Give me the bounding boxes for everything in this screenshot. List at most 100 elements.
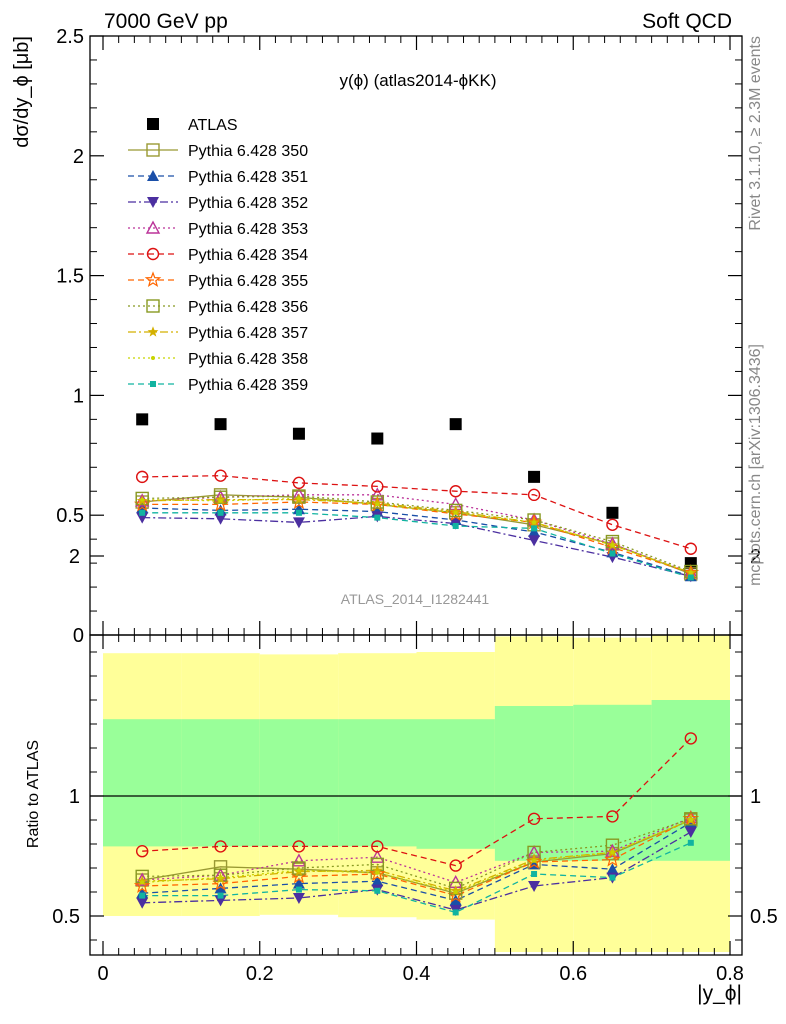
main-point-pythia-6-428-359 xyxy=(609,550,616,557)
ratio-y-tick-label-right: 2 xyxy=(750,546,761,568)
main-line-pythia-6-428-352 xyxy=(142,515,691,577)
ratio-point-pythia-6-428-358 xyxy=(688,818,693,822)
ratio-point-pythia-6-428-351 xyxy=(292,877,305,889)
main-y-tick-label: 1 xyxy=(73,385,84,407)
x-tick-label: 0 xyxy=(97,963,108,985)
main-point-atlas xyxy=(528,470,541,483)
statistical-uncertainty-band-bin-0 xyxy=(103,719,182,847)
ratio-point-pythia-6-428-359 xyxy=(687,839,694,846)
main-point-pythia-6-428-356 xyxy=(605,534,620,549)
header-left-text: 7000 GeV pp xyxy=(104,10,228,33)
legend-marker-atlas xyxy=(147,118,159,130)
main-point-pythia-6-428-355 xyxy=(290,493,308,510)
main-point-pythia-6-428-354 xyxy=(135,470,149,484)
main-point-pythia-6-428-358 xyxy=(532,520,537,525)
main-point-pythia-6-428-354 xyxy=(527,488,541,502)
legend-label-pythia-6-428-358: Pythia 6.428 358 xyxy=(188,351,308,368)
header-right-text: Soft QCD xyxy=(642,10,732,33)
ratio-y-tick-label: 0.5 xyxy=(52,906,80,928)
main-point-pythia-6-428-356 xyxy=(135,491,149,506)
main-point-pythia-6-428-358 xyxy=(610,543,615,548)
main-point-pythia-6-428-355 xyxy=(212,495,229,512)
ratio-point-pythia-6-428-359 xyxy=(609,874,616,881)
ratio-point-pythia-6-428-354 xyxy=(606,810,619,823)
ratio-point-pythia-6-428-351 xyxy=(449,894,462,906)
legend-label-atlas: ATLAS xyxy=(188,117,238,134)
main-point-pythia-6-428-351 xyxy=(528,525,541,537)
ratio-point-pythia-6-428-358 xyxy=(610,850,615,855)
legend-label-pythia-6-428-353: Pythia 6.428 353 xyxy=(188,221,308,238)
ratio-point-pythia-6-428-351 xyxy=(214,882,227,894)
main-point-pythia-6-428-354 xyxy=(606,518,619,531)
ratio-point-pythia-6-428-351 xyxy=(606,863,619,875)
legend-label-pythia-6-428-351: Pythia 6.428 351 xyxy=(188,169,308,186)
ratio-y-axis-label: Ratio to ATLAS xyxy=(25,740,42,848)
ratio-point-pythia-6-428-358 xyxy=(140,880,145,885)
legend-label-pythia-6-428-354: Pythia 6.428 354 xyxy=(188,247,308,264)
main-point-pythia-6-428-358 xyxy=(453,510,458,515)
main-point-pythia-6-428-358 xyxy=(688,570,693,575)
legend-marker-pythia-6-428-351 xyxy=(147,170,159,181)
ratio-point-pythia-6-428-359 xyxy=(374,887,381,894)
main-point-pythia-6-428-359 xyxy=(139,509,146,516)
ratio-point-pythia-6-428-354 xyxy=(449,859,462,872)
statistical-uncertainty-band-bin-6 xyxy=(573,704,652,861)
ratio-point-pythia-6-428-359 xyxy=(531,871,538,877)
main-line-pythia-6-428-353 xyxy=(142,494,692,574)
ratio-point-pythia-6-428-355 xyxy=(447,886,464,903)
x-tick-label: 0.6 xyxy=(559,963,587,985)
ratio-point-pythia-6-428-350 xyxy=(213,860,228,874)
ratio-uncertainty-bands xyxy=(103,635,730,952)
main-point-pythia-6-428-356 xyxy=(370,495,385,509)
main-point-pythia-6-428-358 xyxy=(140,497,145,502)
main-point-atlas xyxy=(214,418,227,431)
main-point-pythia-6-428-352 xyxy=(214,513,227,525)
main-point-pythia-6-428-359 xyxy=(374,514,381,521)
legend-marker-pythia-6-428-359 xyxy=(150,381,156,387)
main-point-pythia-6-428-358 xyxy=(218,498,223,503)
legend-marker-pythia-6-428-353 xyxy=(145,220,161,234)
ratio-point-pythia-6-428-356 xyxy=(448,881,463,896)
ratio-point-pythia-6-428-355 xyxy=(525,853,543,870)
ratio-line-pythia-6-428-354 xyxy=(142,737,692,867)
ratio-point-pythia-6-428-352 xyxy=(292,893,305,904)
main-point-pythia-6-428-358 xyxy=(375,502,380,507)
ratio-point-pythia-6-428-359 xyxy=(452,909,459,916)
ratio-point-pythia-6-428-352 xyxy=(136,897,149,909)
ratio-point-pythia-6-428-354 xyxy=(292,840,306,853)
ratio-point-pythia-6-428-358 xyxy=(375,870,380,875)
series-lines xyxy=(142,475,692,914)
main-point-pythia-6-428-352 xyxy=(528,535,541,547)
main-point-pythia-6-428-359 xyxy=(295,509,302,516)
legend-marker-pythia-6-428-356 xyxy=(146,299,160,313)
ratio-point-pythia-6-428-358 xyxy=(453,890,458,894)
ratio-point-pythia-6-428-358 xyxy=(296,868,301,873)
main-point-pythia-6-428-354 xyxy=(292,476,306,490)
main-point-pythia-6-428-359 xyxy=(531,525,538,532)
x-axis-label: |y_ϕ| xyxy=(697,982,742,1005)
main-point-pythia-6-428-358 xyxy=(296,496,301,501)
main-point-pythia-6-428-355 xyxy=(133,495,151,512)
main-point-pythia-6-428-354 xyxy=(214,469,227,482)
main-line-pythia-6-428-354 xyxy=(142,475,691,550)
main-point-pythia-6-428-354 xyxy=(371,480,384,493)
legend-label-pythia-6-428-357: Pythia 6.428 357 xyxy=(188,325,308,342)
ratio-line-pythia-6-428-356 xyxy=(142,818,692,890)
main-y-tick-label: 1.5 xyxy=(56,266,84,288)
legend-label-pythia-6-428-355: Pythia 6.428 355 xyxy=(188,273,308,290)
main-point-pythia-6-428-359 xyxy=(687,574,694,581)
main-point-pythia-6-428-352 xyxy=(292,517,305,529)
legend-marker-pythia-6-428-357 xyxy=(147,326,159,337)
rivet-version-label: Rivet 3.1.10, ≥ 2.3M events xyxy=(747,36,764,231)
ratio-line-pythia-6-428-358 xyxy=(142,819,692,893)
main-y-tick-label: 2 xyxy=(73,146,84,168)
ratio-point-pythia-6-428-354 xyxy=(135,845,149,858)
legend-marker-pythia-6-428-355 xyxy=(144,271,162,288)
ratio-point-pythia-6-428-356 xyxy=(684,812,698,826)
ratio-line-pythia-6-428-359 xyxy=(142,842,692,914)
legend-marker-pythia-6-428-358 xyxy=(151,356,155,360)
main-line-pythia-6-428-357 xyxy=(142,498,692,574)
ratio-point-pythia-6-428-359 xyxy=(217,892,224,899)
ratio-point-pythia-6-428-355 xyxy=(369,865,386,882)
ratio-y-tick-label-right: 1 xyxy=(750,786,761,808)
